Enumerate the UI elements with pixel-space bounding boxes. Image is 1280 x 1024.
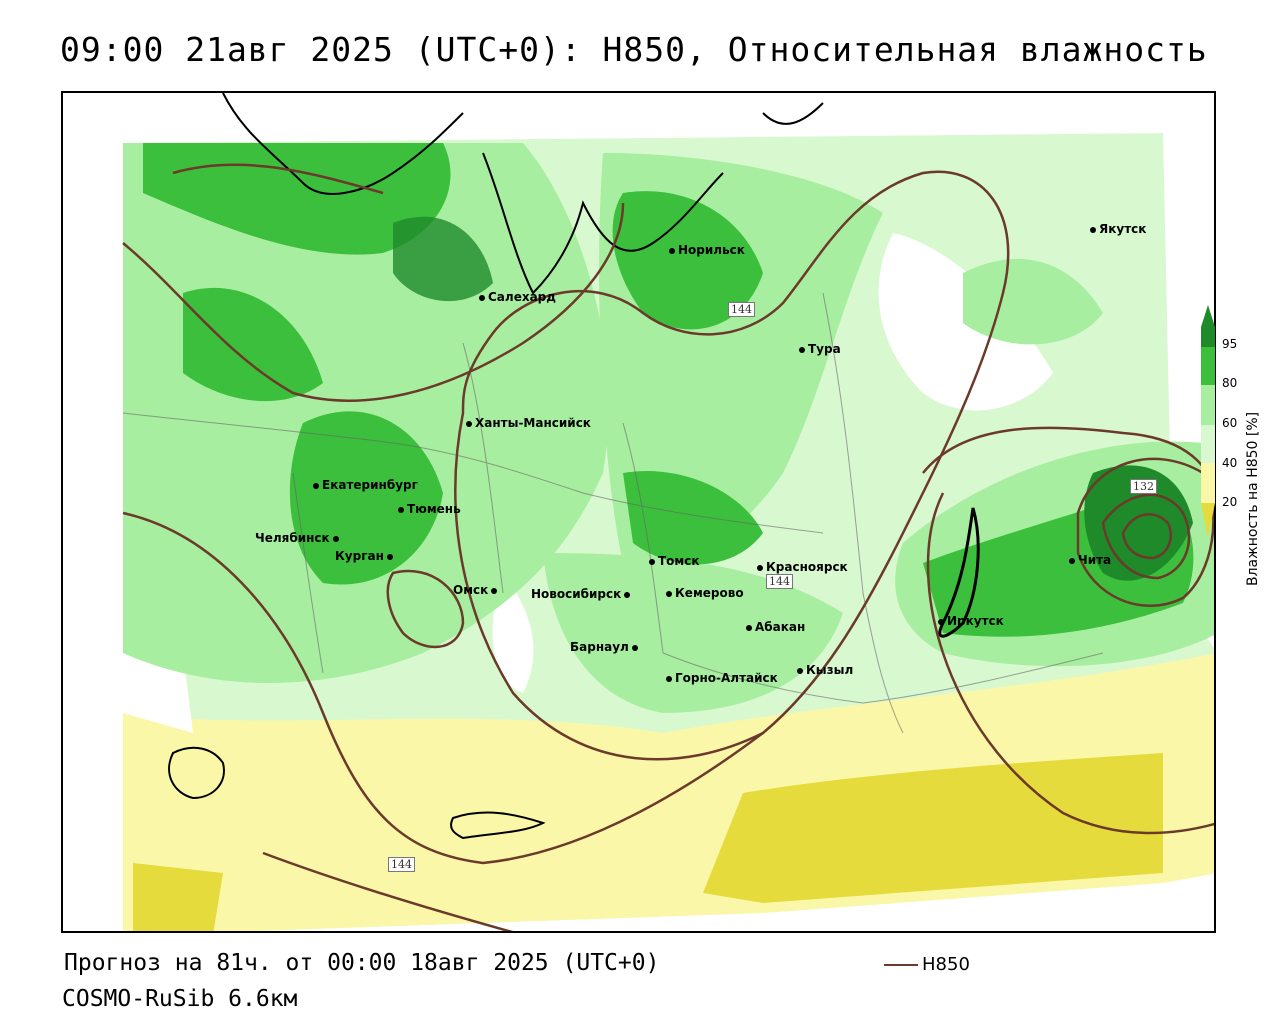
colorbar-title: Влажность на H850 [%] [1245, 411, 1261, 586]
humidity-colorbar [1201, 305, 1215, 538]
map-title: 09:00 21авг 2025 (UTC+0): H850, Относите… [60, 30, 1208, 69]
contour-label: 144 [388, 857, 415, 872]
city-norilsk: Норильск [669, 243, 745, 257]
contour-label: 132 [1130, 479, 1157, 494]
colorbar-tick: 95 [1222, 337, 1238, 351]
city-irkutsk: Иркутск [938, 614, 1004, 628]
contour-label: 144 [728, 302, 755, 317]
colorbar-tick: 20 [1222, 495, 1238, 509]
model-name: COSMO-RuSib 6.6км [62, 986, 298, 1012]
city-abakan: Абакан [746, 620, 805, 634]
city-kemerovo: Кемерово [666, 586, 744, 600]
legend-label: H850 [922, 954, 970, 975]
map-area: Норильск Салехард Тура Якутск Ханты-Манс… [61, 91, 1216, 933]
forecast-info: Прогноз на 81ч. от 00:00 18авг 2025 (UTC… [64, 950, 660, 976]
city-kyzyl: Кызыл [797, 663, 853, 677]
humidity-field [63, 93, 1214, 931]
legend-line-swatch [884, 964, 918, 966]
colorbar-tick: 40 [1222, 456, 1238, 470]
contour-legend: H850 [884, 954, 970, 975]
city-kurgan: Курган [335, 549, 396, 563]
city-ekaterinburg: Екатеринбург [313, 478, 418, 492]
city-tyumen: Тюмень [398, 502, 461, 516]
city-gorno-altaysk: Горно-Алтайск [666, 671, 778, 685]
colorbar-tick: 80 [1222, 376, 1238, 390]
city-chita: Чита [1069, 553, 1111, 567]
city-tura: Тура [799, 342, 841, 356]
city-khanty-mansiysk: Ханты-Мансийск [466, 416, 591, 430]
city-salekhard: Салехард [479, 290, 556, 304]
city-yakutsk: Якутск [1090, 222, 1146, 236]
city-krasnoyarsk: Красноярск [757, 560, 848, 574]
contour-label: 144 [766, 574, 793, 589]
colorbar-tick: 60 [1222, 416, 1238, 430]
city-omsk: Омск [453, 583, 500, 597]
city-barnaul: Барнаул [570, 640, 641, 654]
city-chelyabinsk: Челябинск [255, 531, 342, 545]
city-novosibirsk: Новосибирск [531, 587, 633, 601]
city-tomsk: Томск [649, 554, 700, 568]
